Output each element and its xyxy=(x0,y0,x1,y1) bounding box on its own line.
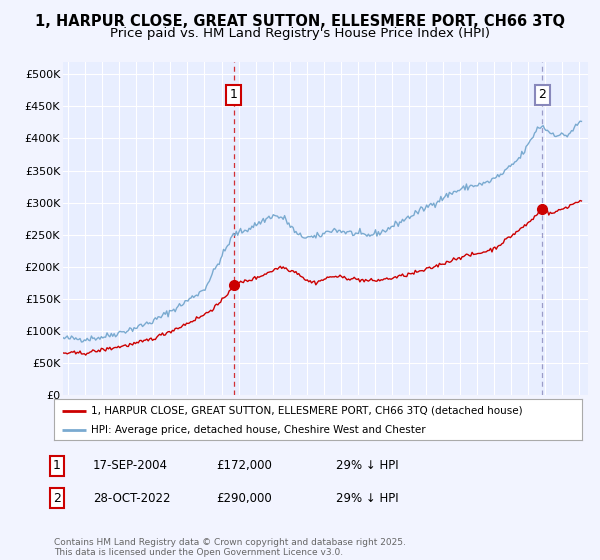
Text: HPI: Average price, detached house, Cheshire West and Chester: HPI: Average price, detached house, Ches… xyxy=(91,424,425,435)
Text: £290,000: £290,000 xyxy=(216,492,272,505)
Text: Contains HM Land Registry data © Crown copyright and database right 2025.
This d: Contains HM Land Registry data © Crown c… xyxy=(54,538,406,557)
Text: £172,000: £172,000 xyxy=(216,459,272,473)
Text: 2: 2 xyxy=(53,492,61,505)
Text: 29% ↓ HPI: 29% ↓ HPI xyxy=(336,459,398,473)
Text: 28-OCT-2022: 28-OCT-2022 xyxy=(93,492,170,505)
Text: 29% ↓ HPI: 29% ↓ HPI xyxy=(336,492,398,505)
Text: 1, HARPUR CLOSE, GREAT SUTTON, ELLESMERE PORT, CH66 3TQ: 1, HARPUR CLOSE, GREAT SUTTON, ELLESMERE… xyxy=(35,14,565,29)
Text: Price paid vs. HM Land Registry's House Price Index (HPI): Price paid vs. HM Land Registry's House … xyxy=(110,27,490,40)
Text: 1: 1 xyxy=(230,88,238,101)
Text: 1, HARPUR CLOSE, GREAT SUTTON, ELLESMERE PORT, CH66 3TQ (detached house): 1, HARPUR CLOSE, GREAT SUTTON, ELLESMERE… xyxy=(91,405,523,416)
Text: 17-SEP-2004: 17-SEP-2004 xyxy=(93,459,168,473)
Text: 1: 1 xyxy=(53,459,61,473)
Text: 2: 2 xyxy=(539,88,547,101)
